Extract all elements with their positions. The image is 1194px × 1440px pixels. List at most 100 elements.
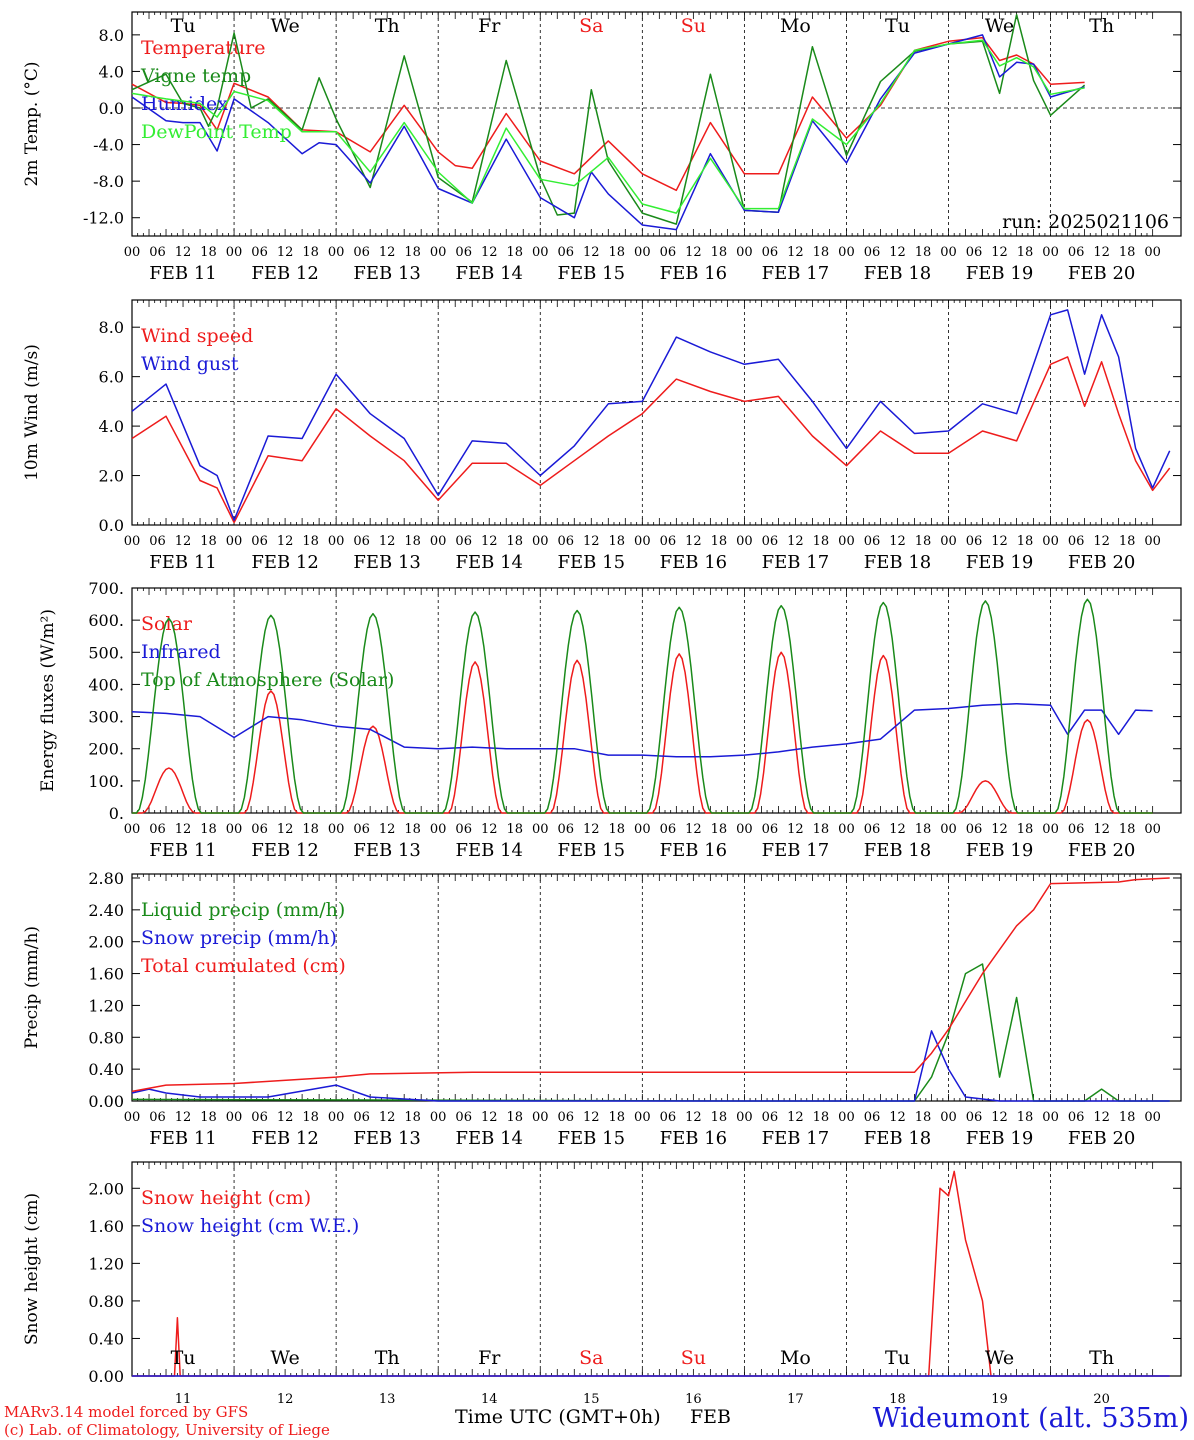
hour-tick-label: 00 — [736, 245, 753, 260]
station-label: Wideumont (alt. 535m) — [873, 1403, 1189, 1434]
y-tick-label: 0.0 — [99, 99, 124, 118]
hour-tick-label: 06 — [1068, 245, 1085, 260]
legend-label: Solar — [141, 613, 193, 635]
date-label: FEB 20 — [1068, 840, 1135, 861]
date-label: FEB 13 — [353, 1128, 420, 1149]
date-label: FEB 15 — [558, 263, 625, 284]
hour-tick-label: 00 — [940, 1110, 957, 1125]
hour-tick-label: 06 — [251, 822, 268, 837]
hour-tick-label: 06 — [864, 534, 881, 549]
hour-tick-label: 12 — [685, 1110, 702, 1125]
hour-tick-label: 06 — [966, 1110, 983, 1125]
legend-label: Total cumulated (cm) — [141, 955, 346, 977]
y-tick-label: 0.40 — [88, 1329, 124, 1348]
y-tick-label: 0. — [109, 804, 124, 823]
hour-tick-label: 06 — [864, 822, 881, 837]
hour-tick-label: 18 — [915, 822, 932, 837]
hour-tick-label: 00 — [124, 822, 141, 837]
y-tick-label: 2.00 — [88, 1179, 124, 1198]
y-tick-label: 600. — [88, 611, 124, 630]
hour-tick-label: 12 — [1093, 822, 1110, 837]
hour-tick-label: 12 — [175, 245, 192, 260]
hour-tick-label: 18 — [609, 822, 626, 837]
panel-frame — [131, 11, 1182, 237]
hour-tick-label: 12 — [277, 1110, 294, 1125]
legend-label: Infrared — [141, 641, 221, 663]
hour-tick-label: 06 — [966, 245, 983, 260]
hour-tick-label: 06 — [660, 245, 677, 260]
hour-tick-label: 12 — [481, 822, 498, 837]
y-tick-label: 1.20 — [88, 1254, 124, 1273]
hour-tick-label: 06 — [251, 534, 268, 549]
hour-tick-label: 18 — [404, 1110, 421, 1125]
date-label: FEB 11 — [149, 1128, 216, 1149]
date-label: FEB 17 — [762, 1128, 829, 1149]
hour-tick-label: 18 — [1017, 534, 1034, 549]
day-number-label: 17 — [787, 1392, 804, 1407]
date-label: FEB 17 — [762, 263, 829, 284]
hour-tick-label: 00 — [430, 1110, 447, 1125]
hour-tick-label: 18 — [200, 245, 217, 260]
hour-tick-label: 00 — [940, 245, 957, 260]
hour-tick-label: 00 — [736, 822, 753, 837]
series-line-snow-precip-mm-h- — [131, 1030, 1170, 1102]
hour-tick-label: 18 — [506, 1110, 523, 1125]
hour-tick-label: 18 — [711, 822, 728, 837]
weekday-label: We — [985, 1347, 1014, 1369]
legend-label: Liquid precip (mm/h) — [141, 899, 345, 921]
hour-tick-label: 00 — [1144, 245, 1161, 260]
hour-tick-label: 00 — [226, 1110, 243, 1125]
hour-tick-label: 12 — [787, 534, 804, 549]
hour-tick-label: 12 — [787, 1110, 804, 1125]
weekday-label: Su — [681, 15, 706, 37]
date-label: FEB 19 — [966, 263, 1033, 284]
hour-tick-label: 12 — [889, 822, 906, 837]
date-label: FEB 14 — [455, 1128, 522, 1149]
hour-tick-label: 06 — [455, 1110, 472, 1125]
hour-tick-label: 00 — [532, 534, 549, 549]
hour-tick-label: 00 — [634, 245, 651, 260]
weekday-label: Fr — [478, 1347, 501, 1369]
weekday-label: Sa — [579, 15, 603, 37]
series-line-temperature — [131, 36, 1085, 192]
date-label: FEB 17 — [762, 552, 829, 573]
hour-tick-label: 06 — [864, 245, 881, 260]
date-label: FEB 19 — [966, 552, 1033, 573]
hour-tick-label: 06 — [353, 245, 370, 260]
date-label: FEB 12 — [251, 263, 318, 284]
hour-tick-label: 18 — [711, 534, 728, 549]
hour-tick-label: 12 — [889, 245, 906, 260]
y-tick-label: 8.0 — [99, 318, 124, 337]
hour-tick-label: 12 — [379, 245, 396, 260]
hour-tick-label: 12 — [685, 245, 702, 260]
y-axis-label: Snow height (cm) — [22, 1193, 42, 1345]
y-axis-label: 2m Temp. (°C) — [22, 61, 42, 186]
day-number-label: 12 — [277, 1392, 294, 1407]
hour-tick-label: 00 — [736, 534, 753, 549]
hour-tick-label: 00 — [124, 1110, 141, 1125]
hour-tick-label: 12 — [481, 1110, 498, 1125]
weekday-label: Th — [1089, 1347, 1114, 1369]
day-number-label: 11 — [175, 1392, 192, 1407]
y-tick-label: 400. — [88, 675, 124, 694]
hour-tick-label: 18 — [609, 245, 626, 260]
hour-tick-label: 12 — [175, 534, 192, 549]
date-label: FEB 12 — [251, 1128, 318, 1149]
hour-tick-label: 00 — [532, 822, 549, 837]
hour-tick-label: 18 — [200, 534, 217, 549]
y-tick-label: -12.0 — [83, 209, 124, 228]
date-label: FEB 16 — [660, 552, 727, 573]
hour-tick-label: 12 — [481, 534, 498, 549]
hour-tick-label: 12 — [685, 534, 702, 549]
legend-label: Vigne temp — [140, 65, 251, 87]
hour-tick-label: 00 — [328, 1110, 345, 1125]
hour-tick-label: 18 — [200, 822, 217, 837]
weekday-label: Su — [681, 1347, 706, 1369]
hour-tick-label: 06 — [1068, 1110, 1085, 1125]
hour-tick-label: 00 — [940, 534, 957, 549]
hour-tick-label: 12 — [991, 245, 1008, 260]
date-label: FEB 11 — [149, 552, 216, 573]
hour-tick-label: 00 — [124, 534, 141, 549]
date-label: FEB 18 — [864, 263, 931, 284]
